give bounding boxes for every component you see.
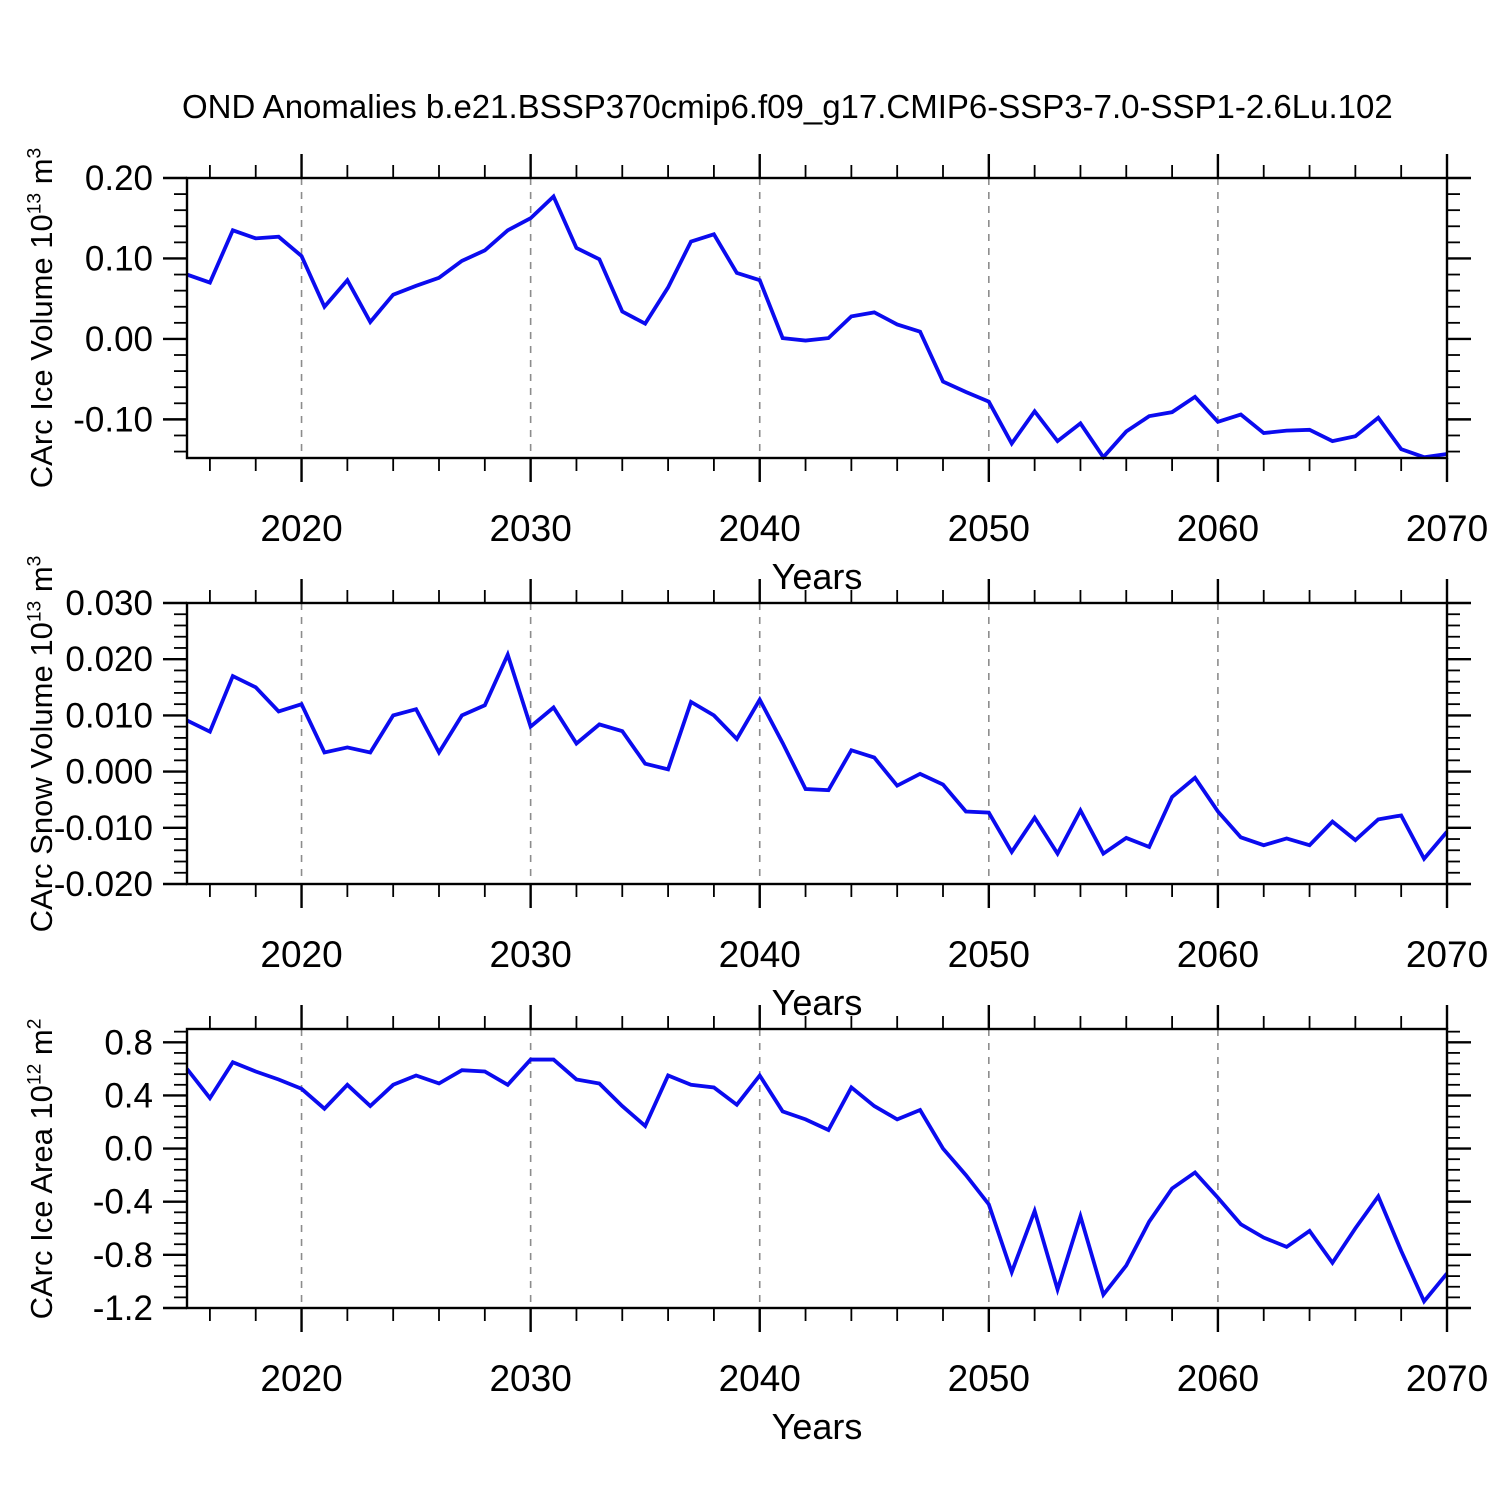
x-tick-label: 2030 (489, 934, 571, 975)
plot-title: OND Anomalies b.e21.BSSP370cmip6.f09_g17… (182, 88, 1393, 125)
x-tick-label: 2070 (1406, 934, 1488, 975)
x-tick-label: 2050 (948, 1358, 1030, 1399)
x-tick-label: 2030 (489, 508, 571, 549)
y-tick-label: 0.030 (65, 584, 153, 623)
x-tick-label: 2070 (1406, 508, 1488, 549)
x-axis-title: Years (772, 1406, 863, 1447)
y-tick-label: -0.4 (93, 1183, 153, 1222)
axis-box (185, 1027, 1449, 1310)
x-tick-label: 2020 (260, 508, 342, 549)
x-tick-label: 2020 (260, 1358, 342, 1399)
x-tick-label: 2040 (719, 1358, 801, 1399)
y-tick-label: -1.2 (93, 1289, 153, 1328)
y-tick-label: 0.020 (65, 640, 153, 679)
ice-area-panel: 2020 2030 2040 2050 2060 2070 Years 0.8 0.4 0.0 -0… (93, 1005, 1488, 1447)
x-axis-title: Years (772, 556, 863, 597)
y-tick-label: -0.8 (93, 1236, 153, 1275)
axis-box (185, 176, 1449, 460)
y-tick-label: -0.020 (54, 865, 153, 904)
x-tick-label: 2050 (948, 508, 1030, 549)
ice-volume-series-line (186, 193, 1448, 461)
y-tick-label: 0.10 (85, 239, 153, 278)
x-tick-label: 2060 (1177, 508, 1259, 549)
x-tick-label: 2040 (719, 508, 801, 549)
y-tick-label: 0.8 (104, 1023, 153, 1062)
x-axis-title: Years (772, 982, 863, 1023)
snow-volume-series-line (186, 649, 1449, 863)
y-tick-label: 0.000 (65, 753, 153, 792)
x-tick-label: 2060 (1177, 1358, 1259, 1399)
y-tick-label: 0.0 (104, 1130, 153, 1169)
y-tick-label: 0.010 (65, 696, 153, 735)
snow-volume-panel: 2020 2030 2040 2050 2060 2070 Years 0.030 0.020 0… (54, 579, 1488, 1023)
y-tick-label: 0.00 (85, 320, 153, 359)
y-tick-label: -0.010 (54, 809, 153, 848)
x-tick-label: 2020 (260, 934, 342, 975)
y-tick-label: 0.20 (85, 159, 153, 198)
x-tick-label: 2060 (1177, 934, 1259, 975)
axis-box (185, 601, 1449, 886)
x-tick-label: 2040 (719, 934, 801, 975)
ice-volume-panel: 2020 2030 2040 2050 2060 2070 Years 0.20 0.10 0.0… (73, 154, 1488, 597)
y-tick-label: 0.4 (104, 1076, 153, 1115)
x-tick-label: 2050 (948, 934, 1030, 975)
y-tick-label: -0.10 (73, 400, 153, 439)
x-tick-label: 2070 (1406, 1358, 1488, 1399)
x-tick-label: 2030 (489, 1358, 571, 1399)
ice-area-series-line (185, 1057, 1449, 1305)
